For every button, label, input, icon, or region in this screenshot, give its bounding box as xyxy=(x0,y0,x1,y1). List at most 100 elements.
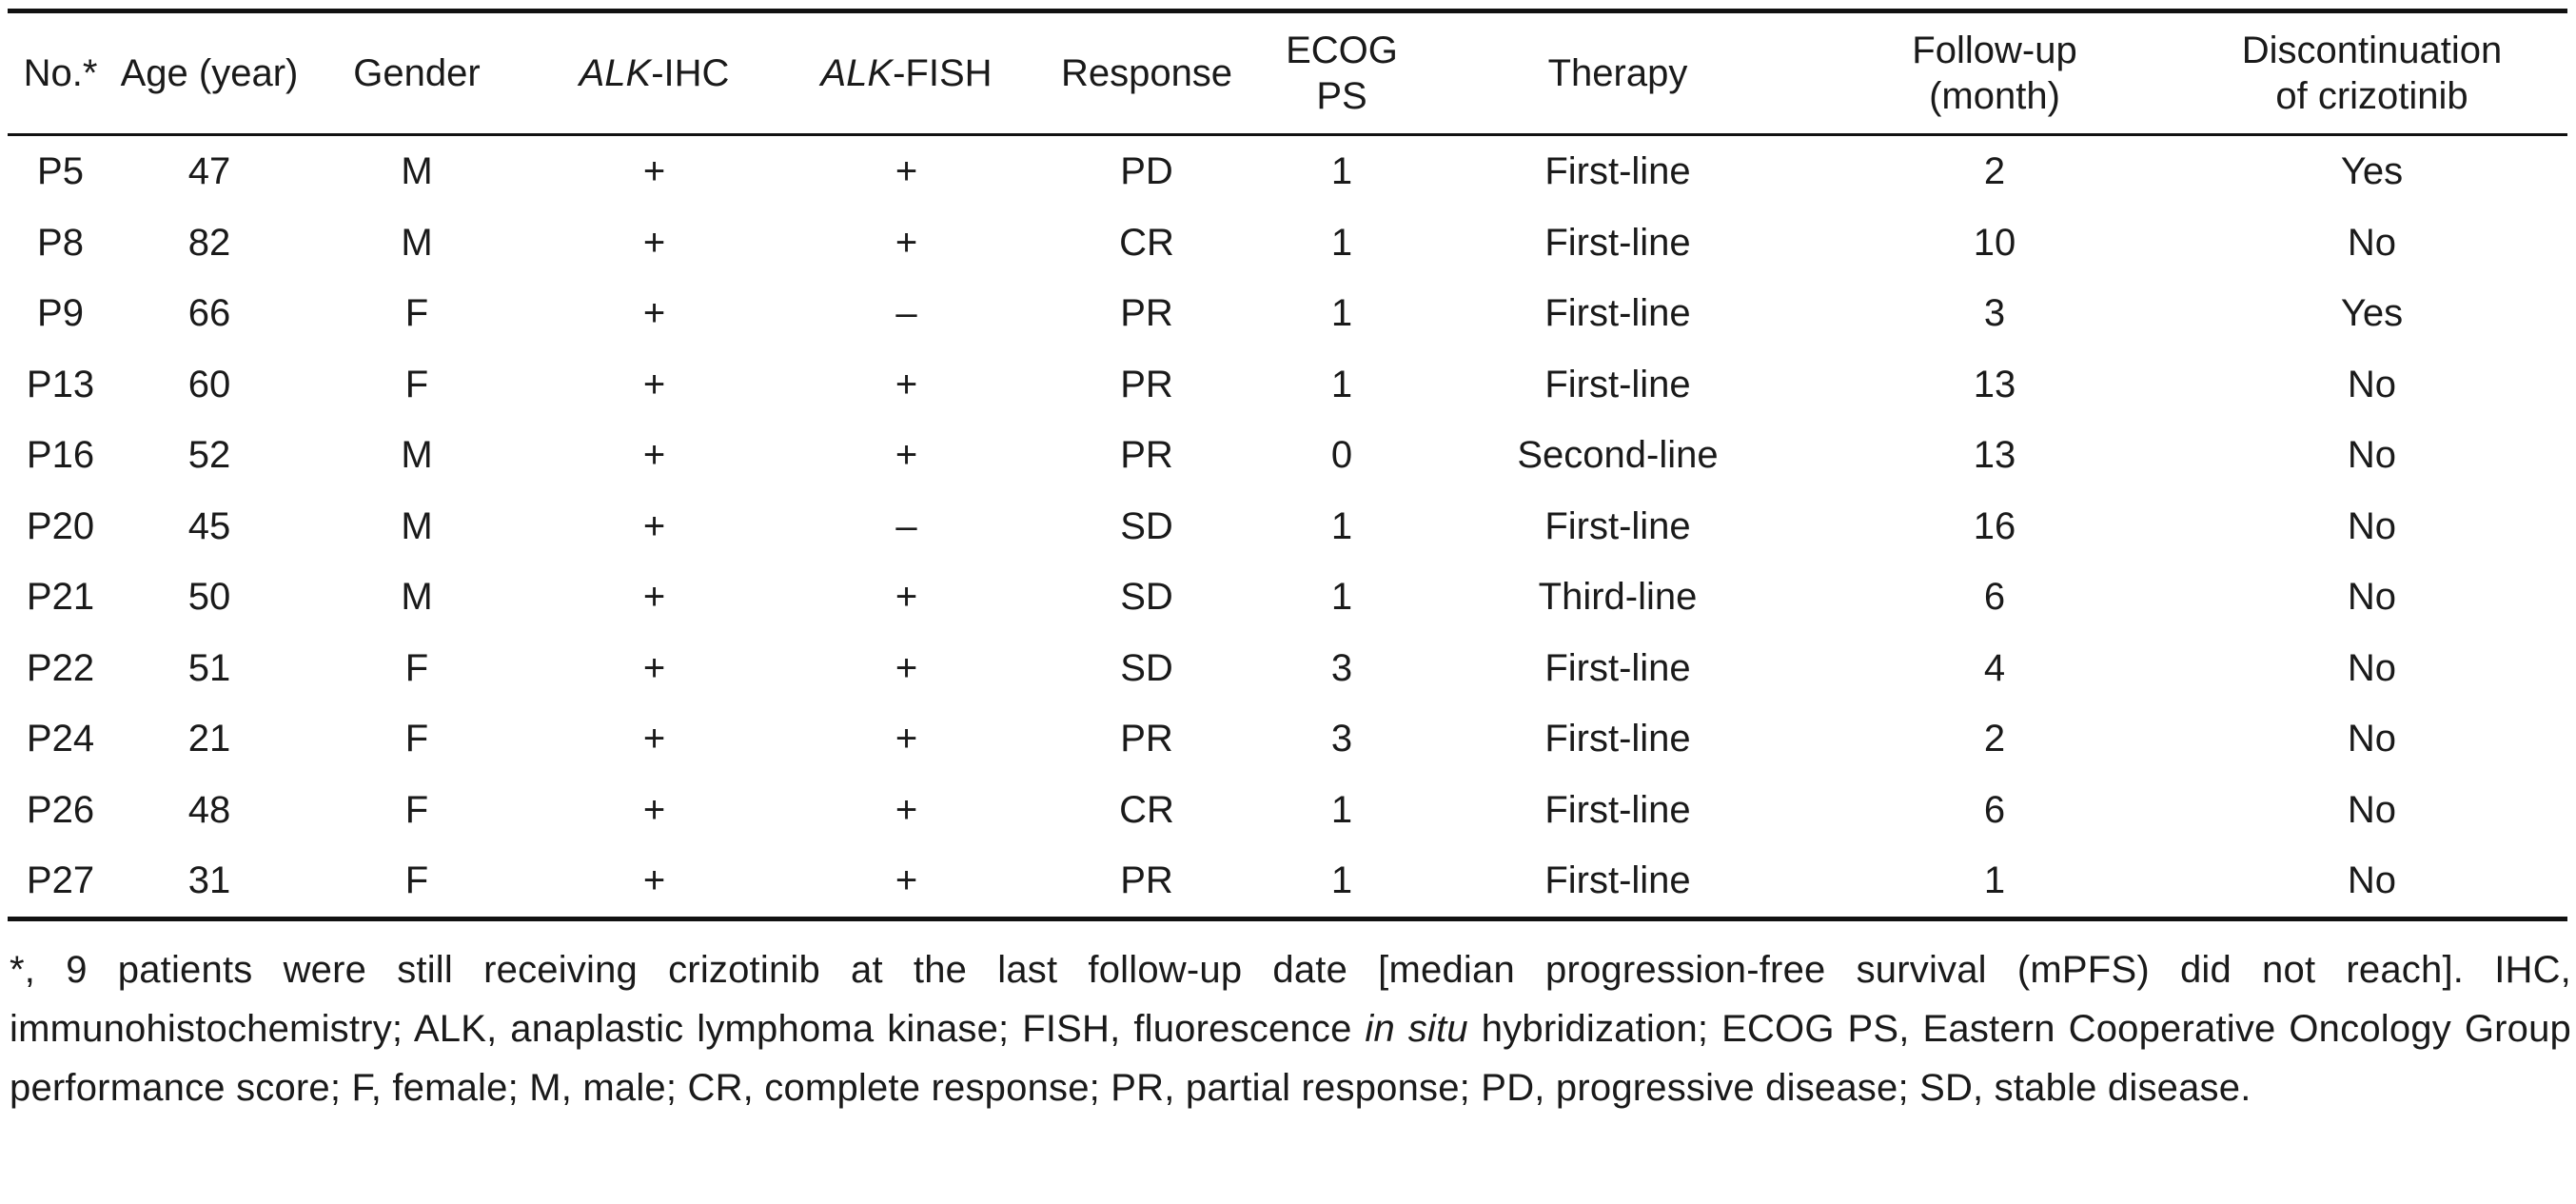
header-gender: Gender xyxy=(305,9,528,136)
cell-therapy: First-line xyxy=(1544,788,1691,831)
cell-ecog-ps: 3 xyxy=(1330,718,1353,760)
cell-alk-fish: + xyxy=(895,434,918,477)
cell-therapy: First-line xyxy=(1423,845,1813,921)
cell-response: SD xyxy=(1120,646,1173,689)
cell-response: CR xyxy=(1119,788,1174,831)
cell-discontinuation: No xyxy=(2347,718,2397,760)
cell-gender: F xyxy=(404,646,429,689)
cell-discontinuation: Yes xyxy=(2340,292,2404,335)
cell-patient-no: P16 xyxy=(26,434,95,477)
cell-alk-fish: + xyxy=(895,718,918,760)
cell-ecog-ps: 0 xyxy=(1330,434,1353,477)
cell-alk-fish: + xyxy=(895,576,918,619)
table-row: P26 48 F + + CR 1 First-line 6 No xyxy=(8,775,2567,846)
header-alk-fish-method: -FISH xyxy=(893,52,993,94)
cell-gender: F xyxy=(404,718,429,760)
header-discontinuation-line2: of crizotinib xyxy=(2275,75,2468,117)
cell-age: 82 xyxy=(187,221,231,264)
cell-discontinuation: No xyxy=(2347,576,2397,619)
header-follow-up-line1: Follow-up xyxy=(1912,30,2077,71)
cell-ecog-ps: 1 xyxy=(1330,576,1353,619)
cell-therapy: First-line xyxy=(1544,221,1691,264)
cell-gender: M xyxy=(401,576,433,619)
cell-alk-ihc: + xyxy=(642,363,666,405)
cell-ecog-ps: 1 xyxy=(1330,504,1353,547)
cell-follow-up: 4 xyxy=(1983,646,2006,689)
cell-age: 47 xyxy=(187,150,231,193)
cell-patient-no: P13 xyxy=(26,363,95,405)
cell-alk-ihc: + xyxy=(642,221,666,264)
table-row: P21 50 M + + SD 1 Third-line 6 No xyxy=(8,562,2567,633)
cell-follow-up: 2 xyxy=(1983,718,2006,760)
cell-gender: F xyxy=(404,788,429,831)
cell-patient-no: P20 xyxy=(26,504,95,547)
cell-therapy: First-line xyxy=(1544,150,1691,193)
cell-discontinuation: No xyxy=(2347,434,2397,477)
header-therapy: Therapy xyxy=(1423,9,1813,136)
cell-follow-up: 2 xyxy=(1983,150,2006,193)
cell-age: 31 xyxy=(113,845,305,921)
cell-age: 45 xyxy=(187,504,231,547)
table-body: P5 47 M + + PD 1 First-line 2 Yes P8 82 M + + CR 1 First-… xyxy=(8,135,2567,921)
cell-discontinuation: Yes xyxy=(2340,150,2404,193)
cell-ecog-ps: 1 xyxy=(1330,363,1353,405)
cell-ecog-ps: 1 xyxy=(1330,788,1353,831)
cell-age: 50 xyxy=(187,576,231,619)
header-discontinuation-line1: Discontinuation xyxy=(2241,30,2503,71)
cell-follow-up: 6 xyxy=(1983,576,2006,619)
cell-response: PR xyxy=(1120,292,1173,335)
cell-alk-ihc: + xyxy=(642,576,666,619)
cell-patient-no: P26 xyxy=(26,788,95,831)
table-row: P20 45 M + – SD 1 First-line 16 No xyxy=(8,491,2567,563)
cell-patient-no: P5 xyxy=(37,150,84,193)
table-row: P13 60 F + + PR 1 First-line 13 No xyxy=(8,349,2567,421)
cell-gender: M xyxy=(401,221,433,264)
cell-response: PR xyxy=(1120,363,1173,405)
footnote-italic-in-situ: in situ xyxy=(1365,1008,1468,1050)
cell-follow-up: 13 xyxy=(1973,434,2016,477)
cell-alk-ihc: + xyxy=(642,788,666,831)
header-alk-ihc-gene: ALK xyxy=(579,52,652,94)
cell-age: 48 xyxy=(187,788,231,831)
cell-gender: M xyxy=(401,150,433,193)
footnote-text-part2: hybridization; ECOG PS, Eastern Cooperat… xyxy=(10,1008,2571,1109)
cell-gender: F xyxy=(404,292,429,335)
cell-follow-up: 10 xyxy=(1973,221,2016,264)
cell-ecog-ps: 1 xyxy=(1261,845,1423,921)
cell-alk-ihc: + xyxy=(642,434,666,477)
cell-patient-no: P8 xyxy=(37,221,84,264)
header-follow-up: Follow-up (month) xyxy=(1813,9,2176,136)
cell-discontinuation: No xyxy=(2347,788,2397,831)
cell-response: SD xyxy=(1120,576,1173,619)
cell-ecog-ps: 1 xyxy=(1330,150,1353,193)
table-header-row: No.* Age (year) Gender ALK-IHC ALK-FISH … xyxy=(8,9,2567,136)
cell-discontinuation: No xyxy=(2347,221,2397,264)
header-response: Response xyxy=(1032,9,1261,136)
cell-alk-ihc: + xyxy=(642,718,666,760)
table-row: P24 21 F + + PR 3 First-line 2 No xyxy=(8,703,2567,775)
cell-alk-ihc: + xyxy=(642,292,666,335)
patient-characteristics-table: No.* Age (year) Gender ALK-IHC ALK-FISH … xyxy=(8,9,2567,921)
cell-age: 52 xyxy=(187,434,231,477)
cell-age: 21 xyxy=(187,718,231,760)
cell-gender: F xyxy=(305,845,528,921)
header-alk-fish-gene: ALK xyxy=(820,52,894,94)
cell-gender: M xyxy=(401,504,433,547)
cell-follow-up: 6 xyxy=(1983,788,2006,831)
cell-response: CR xyxy=(1119,221,1174,264)
table-row: P9 66 F + – PR 1 First-line 3 Yes xyxy=(8,278,2567,349)
cell-gender: F xyxy=(404,363,429,405)
cell-response: PR xyxy=(1120,434,1173,477)
cell-alk-fish: + xyxy=(895,363,918,405)
header-ecog-ps: ECOG PS xyxy=(1261,9,1423,136)
footnote-text-part1: *, 9 patients were still receiving crizo… xyxy=(10,949,2571,1050)
cell-alk-fish: + xyxy=(895,646,918,689)
cell-patient-no: P9 xyxy=(37,292,84,335)
cell-therapy: First-line xyxy=(1544,504,1691,547)
cell-therapy: First-line xyxy=(1544,718,1691,760)
header-alk-ihc-method: -IHC xyxy=(651,52,730,94)
table-footnote: *, 9 patients were still receiving crizo… xyxy=(10,940,2571,1117)
cell-patient-no: P22 xyxy=(26,646,95,689)
cell-follow-up: 1 xyxy=(1813,845,2176,921)
table-row: P8 82 M + + CR 1 First-line 10 No xyxy=(8,207,2567,279)
